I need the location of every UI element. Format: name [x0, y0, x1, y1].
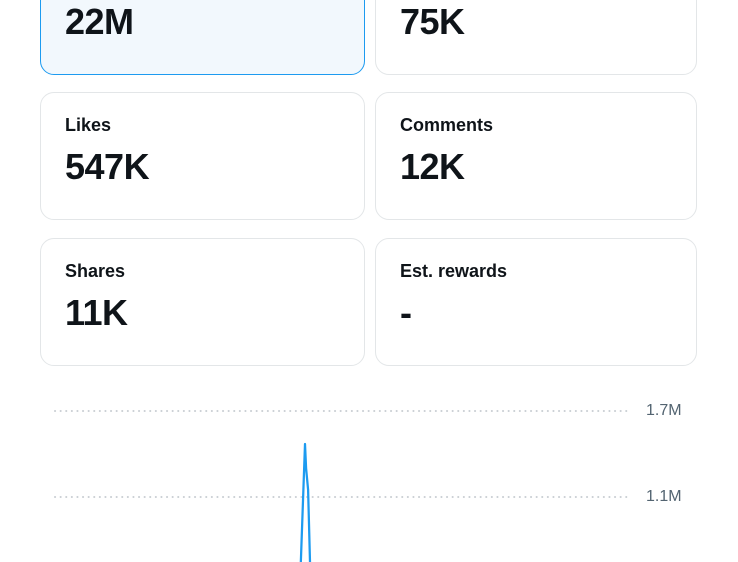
y-axis-tick-label: 1.7M [646, 402, 682, 419]
chart-gridlines [54, 410, 630, 498]
metric-card-top-left[interactable]: 22M [40, 0, 365, 75]
metric-label: Comments [400, 115, 494, 135]
metric-card-likes[interactable]: Likes 547K [40, 92, 365, 220]
metric-card-shares[interactable]: Shares 11K [40, 238, 365, 366]
metric-value: 75K [400, 1, 465, 42]
metric-value: - [400, 292, 412, 333]
metric-label: Est. rewards [400, 261, 508, 281]
metric-card-top-right[interactable]: 75K [375, 0, 697, 75]
y-axis-tick-label: 1.1M [646, 488, 682, 505]
metric-label: Likes [65, 115, 112, 135]
metric-value: 12K [400, 146, 465, 187]
chart-series-line [299, 442, 312, 562]
metric-value: 547K [65, 146, 150, 187]
metric-value: 22M [65, 1, 134, 42]
metric-card-est-rewards[interactable]: Est. rewards - [375, 238, 697, 366]
metric-label: Shares [65, 261, 126, 281]
metric-value: 11K [65, 292, 128, 333]
metric-card-comments[interactable]: Comments 12K [375, 92, 697, 220]
